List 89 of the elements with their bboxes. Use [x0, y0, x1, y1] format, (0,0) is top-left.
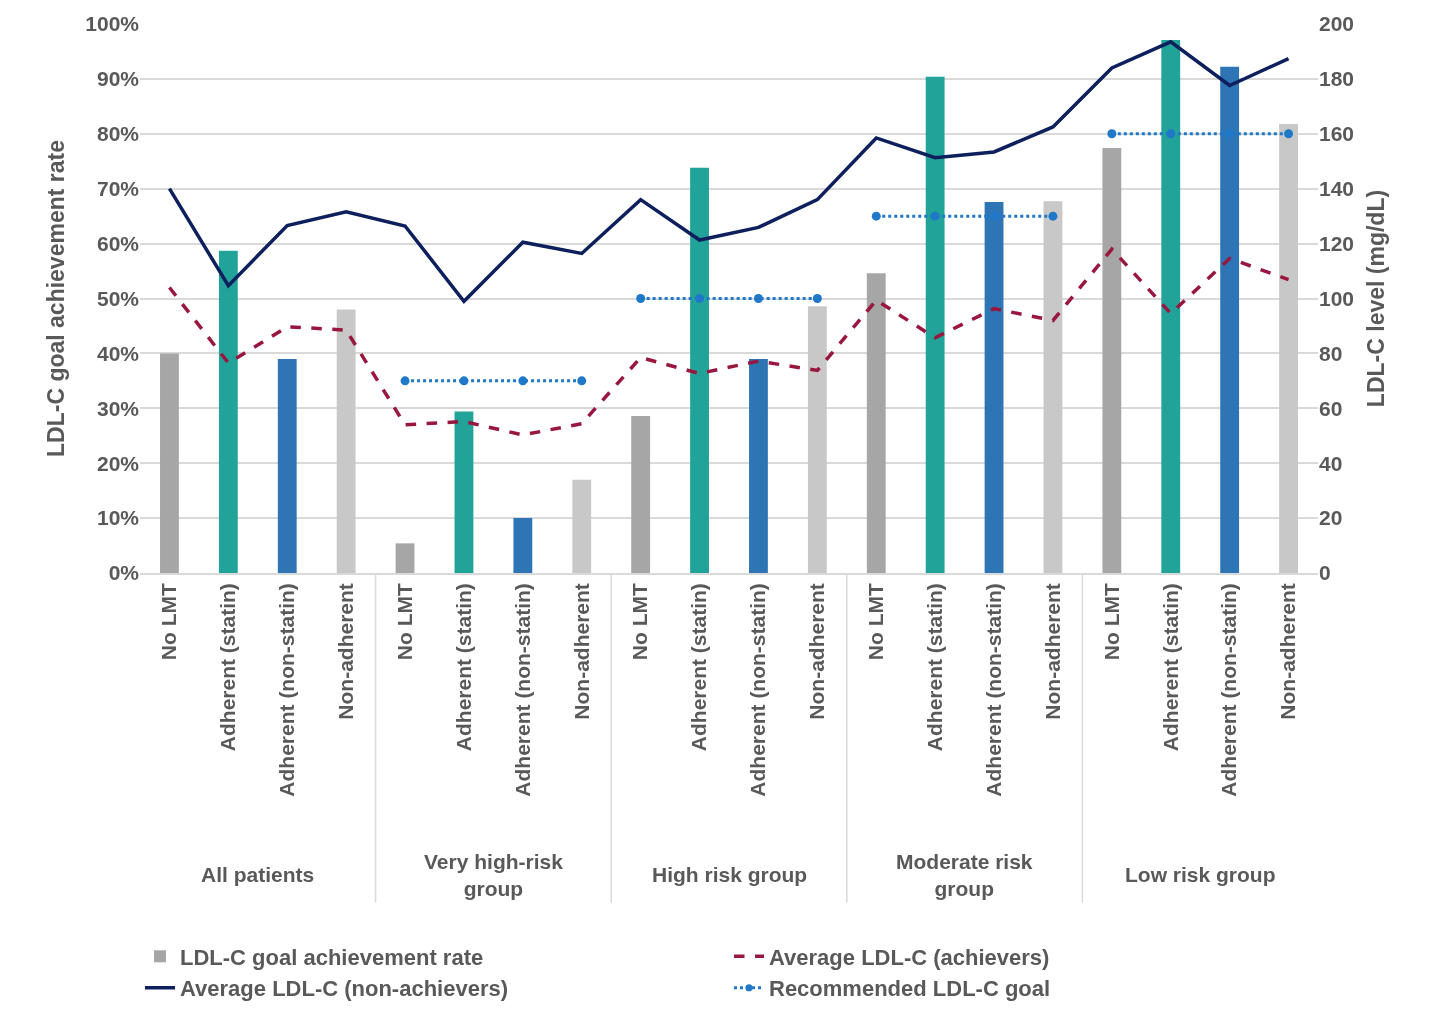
x-tick-label: Non-adherent [805, 583, 829, 720]
y2-tick-label: 0 [1319, 561, 1331, 585]
bar [336, 309, 356, 573]
y-tick-label: 50% [96, 286, 140, 310]
x-tick-label: Adherent (non-statin) [275, 583, 299, 797]
x-tick-label: No LMT [864, 582, 888, 661]
point [459, 376, 469, 386]
text: Moderate risk group [896, 850, 1033, 901]
line-series [167, 247, 1291, 437]
bar [1279, 123, 1298, 573]
y-tick-label: 100% [85, 12, 140, 36]
x-tick-label: Non-adherent [333, 583, 357, 720]
y2-tick-label: 180 [1319, 67, 1355, 91]
point [1048, 211, 1058, 221]
x-tick-label: No LMT [1099, 582, 1123, 661]
y2-tick-label: 40 [1319, 451, 1343, 475]
x-tick-label: Non-adherent [1276, 583, 1300, 720]
y2-tick-label: 200 [1319, 12, 1355, 36]
x-tick-label: Adherent (statin) [687, 583, 711, 752]
bar [749, 358, 768, 573]
point [812, 294, 822, 303]
bar [984, 201, 1004, 573]
y2-tick-label: 20 [1319, 506, 1343, 530]
bar [631, 415, 651, 573]
legend-label: Average LDL-C (non-achievers) [180, 976, 509, 1002]
point [577, 376, 587, 386]
y-tick-label: 90% [96, 67, 140, 91]
y-tick-label: 70% [96, 177, 140, 201]
x-tick-label: Adherent (non-statin) [1217, 583, 1241, 797]
x-tick-label: Adherent (statin) [216, 583, 240, 752]
bar [572, 479, 592, 573]
point [518, 376, 528, 386]
bar [277, 358, 297, 573]
y2-tick-label: 60 [1319, 396, 1343, 420]
y-tick-label: 10% [96, 506, 140, 530]
bar [513, 518, 533, 573]
y-tick-label: 40% [96, 341, 140, 365]
point [753, 294, 763, 303]
text: High risk group [652, 863, 808, 886]
legend-label: Average LDL-C (achievers) [769, 944, 1050, 970]
x-tick-label: Adherent (non-statin) [981, 583, 1005, 797]
bar [1220, 66, 1240, 573]
x-tick-label: Adherent (statin) [922, 583, 946, 752]
text: Low risk group [1125, 863, 1276, 886]
x-tick-label: No LMT [392, 582, 416, 661]
bar [454, 411, 474, 573]
x-tick-label: Non-adherent [569, 583, 593, 720]
bar [866, 273, 886, 573]
point [930, 211, 940, 221]
x-tick-label: Non-adherent [1040, 583, 1064, 720]
x-tick-label: Adherent (statin) [451, 583, 475, 752]
bar [395, 543, 415, 573]
x-tick-label: No LMT [628, 582, 652, 661]
legend-label: LDL-C goal achievement rate [180, 944, 484, 970]
x-tick-label: No LMT [157, 582, 181, 661]
legend-label: Recommended LDL-C goal [769, 976, 1051, 1002]
bar [925, 76, 945, 573]
y2-tick-label: 80 [1319, 341, 1343, 365]
y-tick-label: 80% [96, 122, 140, 146]
bar [807, 306, 827, 573]
x-tick-label: Adherent (non-statin) [510, 583, 534, 797]
y-axis-title: LDL-C goal achievement rate [42, 140, 69, 457]
x-tick-label: Adherent (non-statin) [746, 583, 770, 797]
y-tick-label: 0% [108, 561, 140, 585]
x-tick-label: Adherent (statin) [1158, 583, 1182, 752]
y2-axis-title: LDL-C level (mg/dL) [1362, 189, 1389, 408]
bar [1161, 39, 1181, 573]
y-tick-label: 30% [96, 396, 140, 420]
text: Very high-risk group [424, 850, 564, 901]
point [400, 376, 410, 386]
point [695, 294, 705, 303]
y-tick-label: 60% [96, 231, 140, 255]
y2-tick-label: 140 [1319, 177, 1355, 201]
y-tick-label: 20% [96, 451, 140, 475]
text: All patients [201, 863, 315, 886]
line-series [167, 40, 1291, 303]
y2-tick-label: 100 [1319, 286, 1355, 310]
point [1166, 129, 1176, 139]
y2-tick-label: 160 [1319, 122, 1355, 146]
bar [1043, 201, 1063, 573]
bar [1102, 148, 1122, 573]
point [1107, 129, 1117, 139]
point [871, 211, 881, 221]
bar [690, 167, 709, 573]
bar [218, 250, 238, 573]
point [636, 294, 646, 303]
bar [160, 353, 179, 573]
point [1284, 129, 1294, 139]
y2-tick-label: 120 [1319, 231, 1355, 255]
